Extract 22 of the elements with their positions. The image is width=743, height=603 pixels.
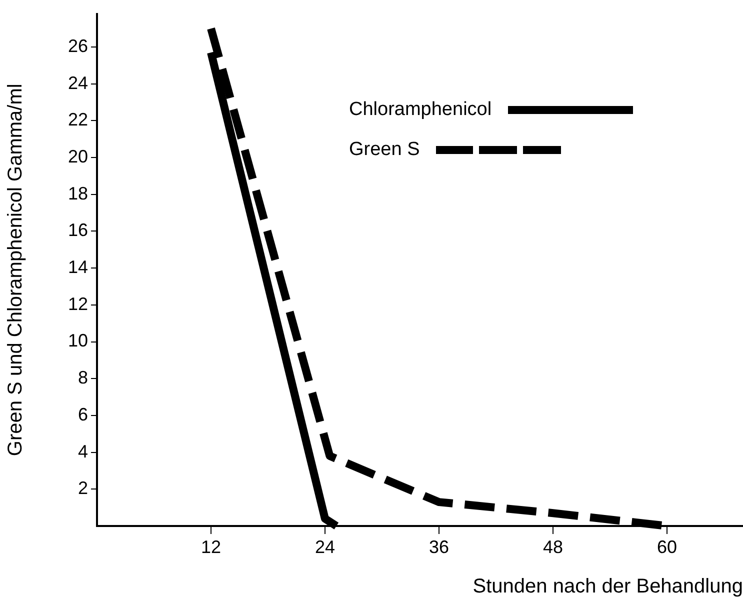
y-tick-label: 4 (78, 441, 88, 462)
y-tick-label: 18 (68, 183, 88, 204)
x-tick-label: 12 (200, 536, 222, 557)
y-axis-title: Green S und Chloramphenicol Gamma/ml (4, 84, 27, 456)
y-tick-label: 10 (68, 330, 88, 351)
x-tick-label: 24 (314, 536, 336, 557)
y-tick-label: 24 (68, 72, 88, 93)
y-tick-label: 2 (78, 478, 88, 498)
y-tick-label: 20 (68, 146, 88, 166)
legend-label: Chloramphenicol (349, 99, 492, 121)
x-tick-label: 48 (542, 536, 564, 557)
y-tick-label: 14 (68, 257, 88, 278)
x-tick-label: 60 (656, 536, 678, 557)
x-axis-title: Stunden nach der Behandlung (472, 576, 743, 598)
y-tick-label: 8 (78, 368, 88, 388)
y-tick-label: 12 (68, 294, 88, 314)
y-tick-label: 16 (68, 220, 88, 240)
y-tick-label: 26 (68, 36, 88, 56)
legend-label: Green S (349, 139, 420, 161)
y-tick-label: 6 (78, 404, 88, 424)
x-tick-label: 36 (428, 536, 450, 557)
y-tick-label: 22 (68, 110, 88, 130)
